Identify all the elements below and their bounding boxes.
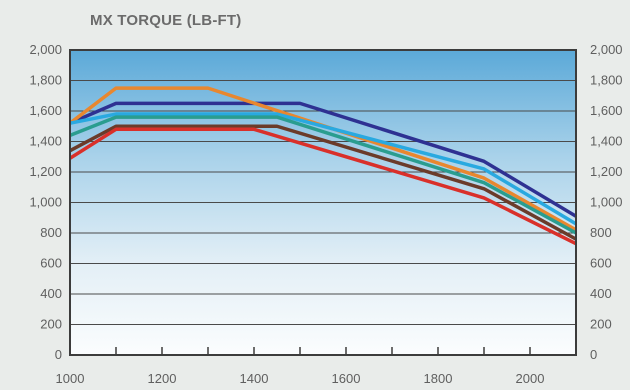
- y-tick-label-left: 1,600: [29, 103, 62, 118]
- x-tick-label: 1600: [332, 371, 361, 386]
- y-tick-label-left: 1,000: [29, 195, 62, 210]
- y-tick-label-right: 1,400: [590, 134, 623, 149]
- y-tick-label-left: 200: [40, 317, 62, 332]
- y-tick-label-left: 2,000: [29, 42, 62, 57]
- y-tick-label-right: 800: [590, 225, 612, 240]
- y-tick-label-right: 200: [590, 317, 612, 332]
- y-tick-label-left: 400: [40, 286, 62, 301]
- x-tick-label: 1200: [148, 371, 177, 386]
- y-tick-label-right: 600: [590, 256, 612, 271]
- y-tick-label-left: 800: [40, 225, 62, 240]
- x-tick-label: 1800: [424, 371, 453, 386]
- y-tick-label-right: 1,200: [590, 164, 623, 179]
- y-tick-label-left: 0: [55, 347, 62, 362]
- x-tick-label: 2000: [516, 371, 545, 386]
- y-axis-left-labels: 0 200 400 600 800 1,000 1,200 1,400 1,600 1,800 2,…: [29, 42, 62, 362]
- y-axis-right-labels: 0 200 400 600 800 1,000 1,200 1,400 1,600 1,800 2,…: [590, 42, 623, 362]
- y-tick-label-left: 1,800: [29, 73, 62, 88]
- x-tick-label: 1400: [240, 371, 269, 386]
- y-tick-label-right: 0: [590, 347, 597, 362]
- y-tick-label-left: 600: [40, 256, 62, 271]
- y-tick-label-right: 2,000: [590, 42, 623, 57]
- y-tick-label-left: 1,400: [29, 134, 62, 149]
- x-tick-label: 1000: [56, 371, 85, 386]
- y-tick-label-left: 1,200: [29, 164, 62, 179]
- x-axis-labels: 1000 1200 1400 1600 1800 2000: [56, 371, 545, 386]
- y-tick-label-right: 1,000: [590, 195, 623, 210]
- y-tick-label-right: 400: [590, 286, 612, 301]
- y-tick-label-right: 1,800: [590, 73, 623, 88]
- y-tick-label-right: 1,600: [590, 103, 623, 118]
